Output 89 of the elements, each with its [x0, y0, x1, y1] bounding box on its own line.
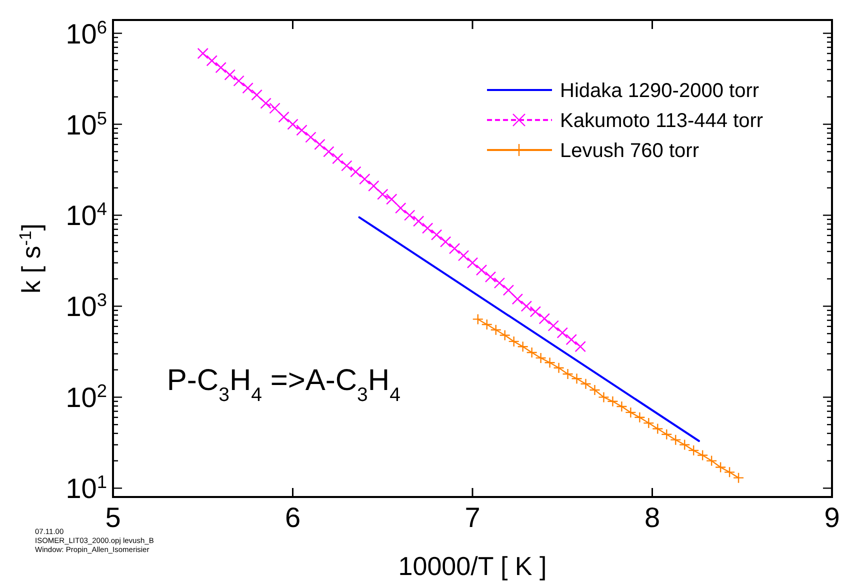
y-tick-label: 10$^{2}$	[66, 381, 107, 414]
point	[260, 98, 272, 109]
point	[448, 242, 460, 254]
point	[287, 118, 298, 130]
point	[520, 300, 532, 312]
point	[499, 330, 510, 341]
point	[490, 324, 502, 336]
point	[553, 362, 564, 374]
x-tick-label: 9	[824, 502, 840, 533]
point	[616, 400, 628, 412]
point	[589, 384, 600, 396]
point	[607, 396, 618, 407]
point	[472, 314, 484, 325]
x-axis-title: 10000/T [ K ]	[398, 551, 547, 581]
point	[634, 412, 646, 423]
point	[484, 271, 496, 283]
point	[688, 444, 700, 456]
point	[476, 264, 488, 276]
point	[508, 336, 520, 348]
y-tick-label: 10$^{3}$	[66, 290, 107, 322]
annotation: P-C$_{3}$H$_{4}$ =>A-C$_{3}$H$_{4}$	[166, 364, 401, 406]
y-tick-label: 10$^{6}$	[66, 17, 107, 50]
point	[233, 75, 244, 86]
point	[724, 466, 736, 478]
point	[341, 160, 352, 172]
point	[670, 434, 682, 446]
point	[661, 428, 672, 440]
point	[458, 250, 470, 262]
point	[517, 340, 528, 352]
x-tick-label: 6	[284, 502, 301, 533]
point	[242, 82, 254, 94]
point	[706, 455, 718, 466]
y-tick-label: 10$^{4}$	[66, 199, 107, 232]
point	[440, 236, 452, 248]
point	[548, 320, 559, 332]
point	[350, 166, 362, 178]
point	[404, 210, 416, 221]
point	[278, 111, 290, 123]
point	[571, 373, 582, 384]
point	[422, 222, 434, 234]
point	[481, 318, 492, 330]
y-tick-label: 10$^{1}$	[66, 472, 107, 504]
legend-label: Levush 760 torr	[560, 140, 700, 162]
point	[714, 462, 726, 473]
point	[466, 257, 478, 268]
x-tick-label: 7	[464, 502, 480, 533]
x-tick-label: 8	[644, 502, 660, 533]
point	[359, 173, 370, 185]
point	[332, 152, 344, 164]
point	[386, 194, 398, 205]
x-tick-label: 5	[105, 502, 121, 533]
point	[526, 346, 538, 358]
point	[494, 277, 506, 289]
point	[562, 368, 574, 380]
y-tick-label: 10$^{5}$	[66, 108, 107, 140]
point	[251, 89, 262, 101]
point	[305, 132, 316, 143]
point	[652, 423, 664, 434]
point	[535, 352, 546, 364]
legend-label: Kakumoto 113-444 torr	[560, 110, 764, 132]
point	[502, 284, 514, 296]
point	[296, 124, 308, 136]
point	[197, 48, 208, 60]
point	[412, 216, 424, 227]
legend-label: Hidaka 1290-2000 torr	[560, 80, 760, 102]
point	[696, 450, 708, 461]
point	[643, 417, 654, 429]
point	[566, 334, 577, 346]
point	[556, 327, 568, 338]
point	[430, 229, 442, 240]
point	[206, 55, 218, 66]
point	[625, 406, 636, 418]
point	[377, 188, 388, 200]
point	[732, 472, 744, 484]
point	[512, 293, 524, 305]
point	[323, 146, 334, 158]
point	[580, 378, 592, 390]
point	[395, 202, 406, 214]
point	[574, 340, 586, 352]
point	[679, 439, 690, 450]
point	[368, 180, 380, 192]
point	[538, 313, 550, 324]
point	[269, 102, 280, 114]
point	[224, 69, 236, 80]
point	[598, 392, 610, 403]
point	[530, 306, 542, 318]
point	[215, 62, 226, 74]
point	[544, 357, 556, 368]
point	[314, 138, 326, 150]
